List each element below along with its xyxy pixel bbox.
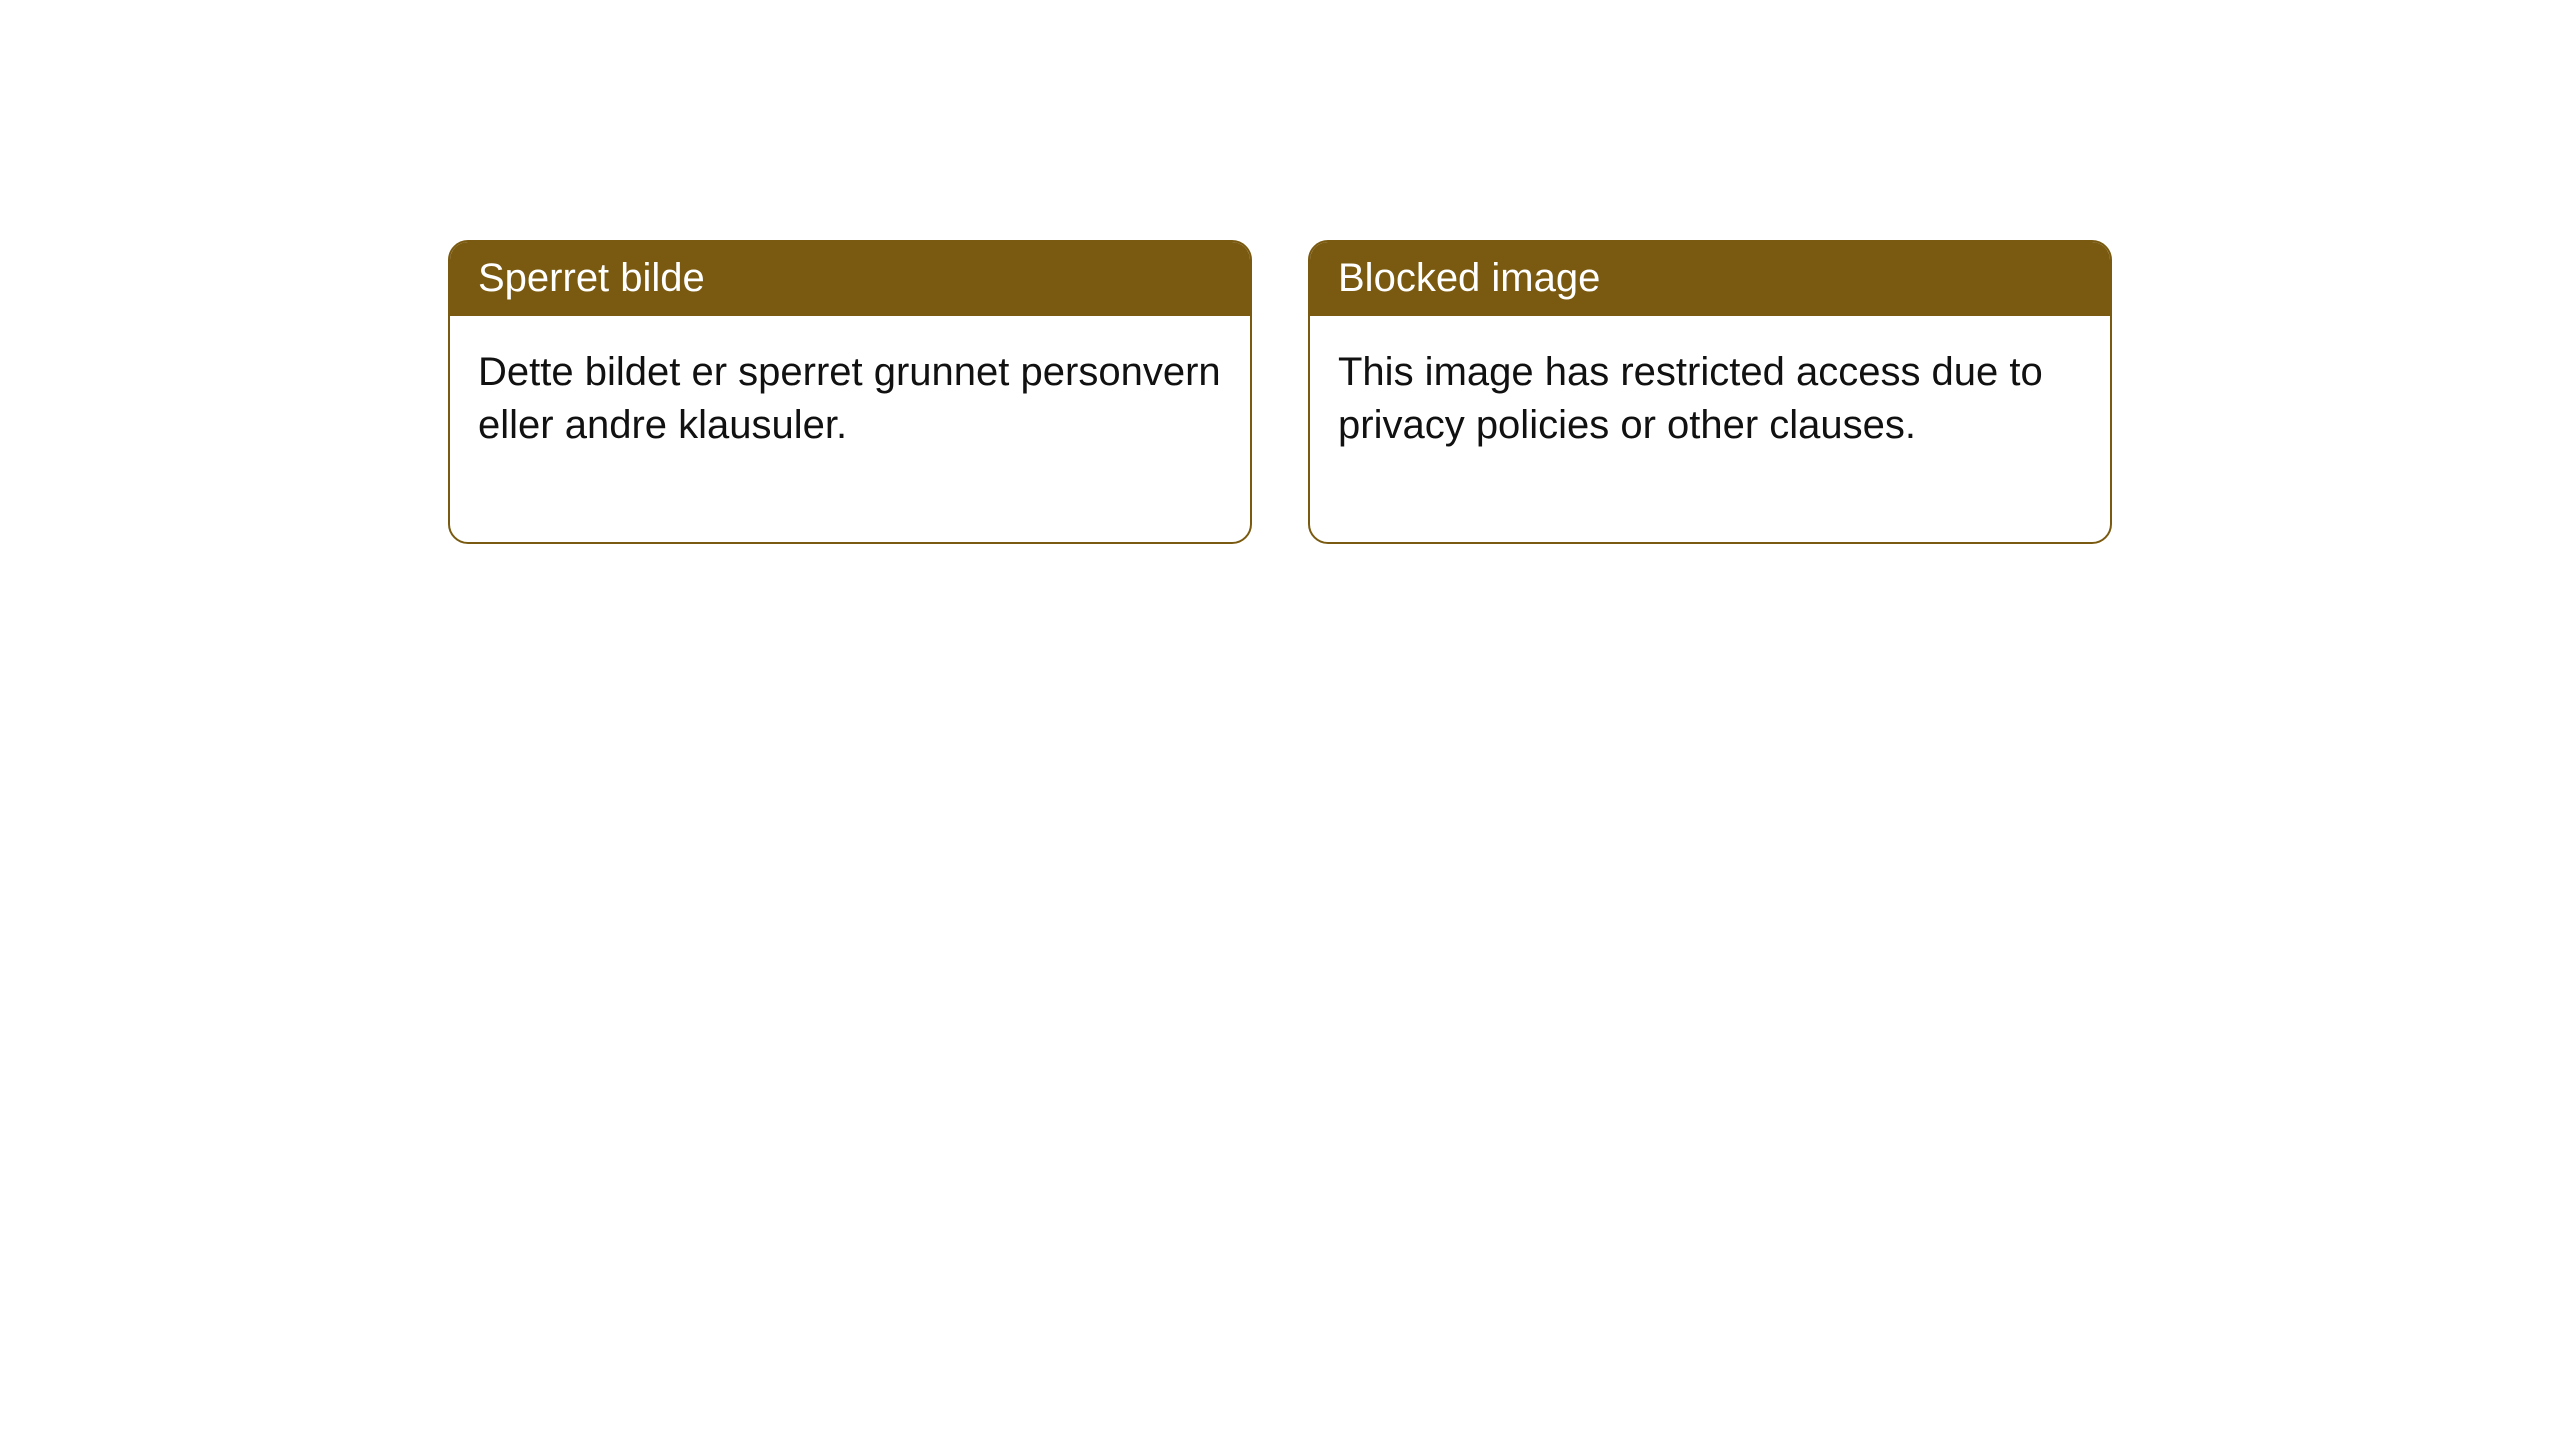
notice-card-body: Dette bildet er sperret grunnet personve… (450, 316, 1250, 542)
notice-card-title: Blocked image (1310, 242, 2110, 316)
notice-card-title: Sperret bilde (450, 242, 1250, 316)
notice-card-norwegian: Sperret bilde Dette bildet er sperret gr… (448, 240, 1252, 544)
notice-card-body: This image has restricted access due to … (1310, 316, 2110, 542)
notice-card-english: Blocked image This image has restricted … (1308, 240, 2112, 544)
notice-container: Sperret bilde Dette bildet er sperret gr… (0, 0, 2560, 544)
